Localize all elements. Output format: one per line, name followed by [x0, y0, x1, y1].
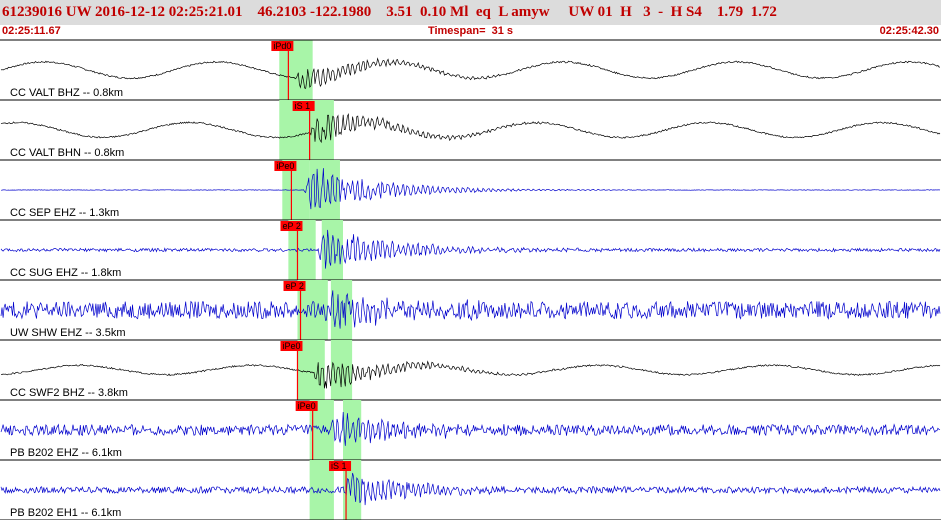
pick-label: iPe0 — [276, 161, 294, 171]
waveform-trace — [0, 472, 941, 506]
waveform-trace — [0, 411, 941, 446]
station-label: PB B202 EH1 -- 6.1km — [10, 507, 121, 519]
pick-label: iPd0 — [273, 41, 291, 51]
station-label: PB B202 EHZ -- 6.1km — [10, 447, 122, 459]
event-title: 61239016 UW 2016-12-12 02:25:21.01 46.21… — [2, 4, 777, 20]
pick-window — [343, 460, 362, 520]
pick-label: iPe0 — [298, 401, 316, 411]
pick-label: iS 1 — [295, 101, 311, 111]
end-time-label: 02:25:42.30 — [879, 25, 939, 37]
pick-tag — [280, 221, 303, 231]
pick-label: eP 2 — [282, 221, 300, 231]
pick-window — [330, 280, 353, 340]
waveform-trace — [0, 57, 941, 89]
pick-tag — [271, 41, 294, 51]
pick-window — [330, 340, 353, 400]
pick-label: iPe0 — [282, 341, 300, 351]
waveform-trace — [0, 229, 941, 269]
timespan-label: Timespan= 31 s — [427, 25, 514, 37]
pick-tag — [292, 101, 315, 111]
pick-window — [343, 400, 362, 460]
waveform-trace — [0, 168, 941, 210]
station-label: CC VALT BHN -- 0.8km — [10, 147, 124, 159]
station-label: CC SEP EHZ -- 1.3km — [10, 207, 119, 219]
pick-label: eP 2 — [286, 281, 304, 291]
waveform-trace — [0, 112, 941, 144]
start-time-label: 02:25:11.67 — [2, 25, 61, 37]
station-label: CC VALT BHZ -- 0.8km — [10, 87, 123, 99]
pick-tag — [329, 461, 352, 471]
pick-label: iS 1 — [331, 461, 347, 471]
pick-tag — [274, 161, 297, 171]
station-label: UW SHW EHZ -- 3.5km — [10, 327, 126, 339]
pick-tag — [295, 401, 318, 411]
waveform-trace — [0, 360, 941, 389]
station-label: CC SUG EHZ -- 1.8km — [10, 267, 121, 279]
pick-tag — [280, 341, 303, 351]
pick-tag — [283, 281, 306, 291]
station-label: CC SWF2 BHZ -- 3.8km — [10, 387, 128, 399]
waveform-trace — [0, 290, 941, 329]
header-bar: 61239016 UW 2016-12-12 02:25:21.01 46.21… — [0, 0, 941, 25]
